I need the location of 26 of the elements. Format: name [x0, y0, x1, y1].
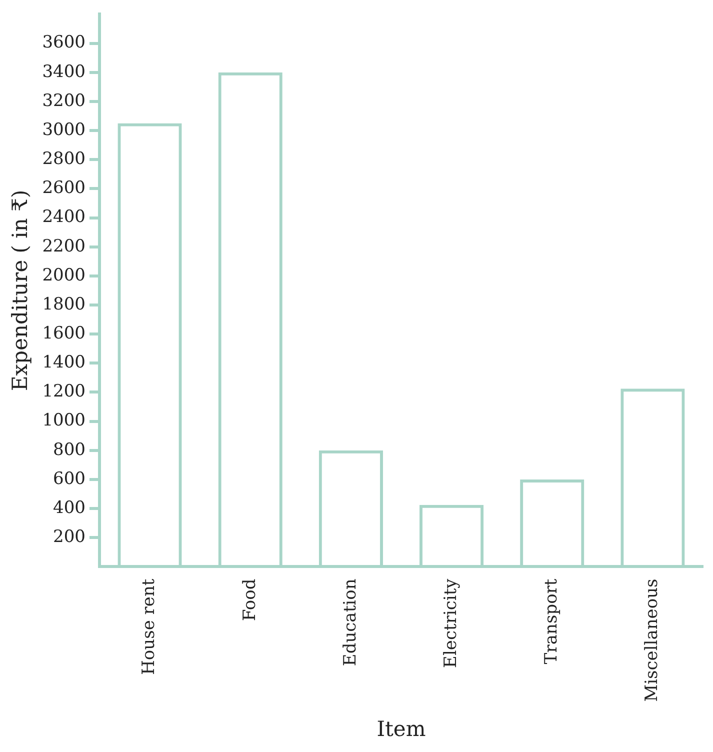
y-tick-label: 600: [53, 468, 86, 489]
x-tick-label: Electricity: [440, 578, 461, 668]
y-tick-label: 1600: [42, 324, 86, 344]
y-tick-label: 1200: [42, 382, 86, 402]
y-tick-label: 3200: [42, 90, 86, 111]
y-tick-label: 1000: [42, 410, 86, 431]
y-tick-label: 2000: [42, 265, 86, 286]
y-tick-label: 2600: [42, 178, 86, 198]
y-tick-label: 800: [53, 440, 86, 460]
y-tick-label: 1800: [42, 294, 86, 314]
y-tick-label: 2800: [42, 149, 86, 170]
x-tick-label: House rent: [139, 578, 160, 675]
y-tick-label: 2200: [42, 236, 86, 256]
y-tick-label: 3000: [42, 120, 86, 140]
y-tick-label: 2400: [42, 207, 86, 228]
x-tick-label: Food: [240, 578, 260, 621]
y-axis-title: Expenditure ( in ₹): [8, 190, 32, 392]
x-axis-title: Item: [376, 716, 426, 741]
y-tick-label: 200: [53, 527, 86, 548]
x-tick-label: Education: [340, 578, 360, 666]
x-tick-label: Miscellaneous: [642, 578, 662, 702]
y-tick-label: 3600: [42, 32, 86, 53]
x-tick-label: Transport: [542, 578, 562, 664]
y-tick-label: 400: [53, 498, 86, 518]
y-tick-label: 3400: [42, 62, 86, 82]
y-tick-label: 1400: [42, 352, 86, 373]
